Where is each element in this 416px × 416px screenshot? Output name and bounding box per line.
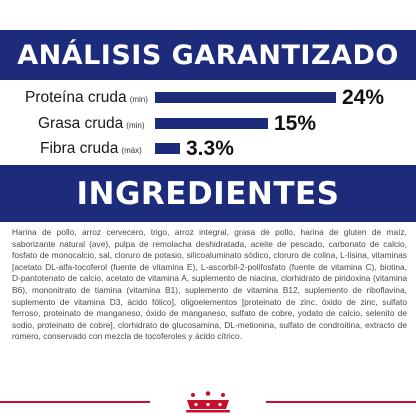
analysis-bar xyxy=(155,92,336,103)
analysis-row-unit: (min) xyxy=(129,95,148,104)
analysis-row-value: 3.3% xyxy=(186,137,234,160)
analysis-row-unit: (min) xyxy=(126,121,145,130)
ingredients-title: INGREDIENTES xyxy=(76,175,340,212)
analysis-row-fat: Grasa cruda (min) 15% xyxy=(0,110,416,138)
analysis-row-label: Grasa cruda (min) xyxy=(38,115,145,132)
footer-rule-right xyxy=(266,401,416,403)
analysis-title-banner: ANÁLISIS GARANTIZADO xyxy=(0,30,416,80)
analysis-row-value: 15% xyxy=(274,112,317,135)
analysis-bar xyxy=(155,118,268,129)
ingredients-text: Harina de pollo, arroz cervecero, trigo,… xyxy=(12,227,407,342)
analysis-row-label: Proteína cruda (min) xyxy=(25,89,148,106)
analysis-title: ANÁLISIS GARANTIZADO xyxy=(17,39,399,71)
ingredients-title-banner: INGREDIENTES xyxy=(0,165,416,222)
analysis-row-unit: (máx) xyxy=(121,146,142,155)
analysis-row-fiber: Fibra cruda (máx) 3.3% xyxy=(0,135,416,163)
analysis-bar xyxy=(155,143,180,154)
footer-rule-left xyxy=(0,401,150,403)
analysis-row-protein: Proteína cruda (min) 24% xyxy=(0,84,416,112)
royal-canin-crown-logo-icon xyxy=(186,391,230,413)
analysis-row-label: Fibra cruda (máx) xyxy=(40,140,142,157)
analysis-row-value: 24% xyxy=(342,86,385,109)
